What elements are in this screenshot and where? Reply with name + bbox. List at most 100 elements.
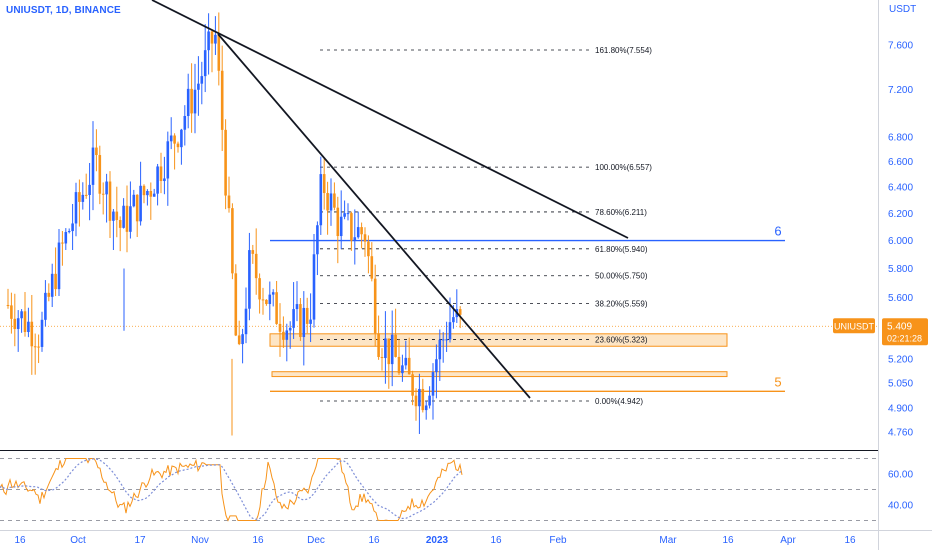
time-tick-label: Dec <box>307 535 325 546</box>
fib-level-label: 61.80%(5.940) <box>595 245 648 254</box>
candle <box>350 211 353 251</box>
candle <box>101 182 105 215</box>
candle-body <box>356 227 360 238</box>
candle-body <box>271 292 275 295</box>
candle-body <box>47 292 51 297</box>
candle <box>370 242 374 282</box>
candle-body <box>50 273 54 297</box>
price-tick-label: 6.600 <box>888 157 913 168</box>
candle-body <box>390 334 394 365</box>
candle <box>285 323 289 362</box>
candle-body <box>220 70 224 130</box>
candle <box>33 333 37 375</box>
time-tick-label: 16 <box>490 535 502 546</box>
candle-body <box>275 292 278 324</box>
candle <box>271 289 275 307</box>
candle-body <box>166 141 170 179</box>
candle <box>234 264 238 337</box>
candle <box>343 200 346 220</box>
candle-body <box>339 216 343 237</box>
candle-body <box>64 232 68 244</box>
candle <box>74 182 78 237</box>
candle-body <box>261 299 265 301</box>
candle <box>50 263 54 308</box>
candle <box>231 203 234 280</box>
candle-body <box>360 227 363 235</box>
candle-body <box>424 405 428 411</box>
candle-body <box>373 278 377 334</box>
candle <box>200 61 204 105</box>
candle-body <box>367 241 370 257</box>
candle-body <box>333 193 336 208</box>
level-label: 5 <box>774 374 781 389</box>
candle-body <box>326 193 329 211</box>
candle-body <box>384 338 387 359</box>
last-price-symbol-bg <box>833 318 875 334</box>
candle-body <box>445 339 448 341</box>
candle <box>254 228 258 295</box>
candle-body <box>234 273 238 336</box>
candle <box>139 161 142 226</box>
last-price-badge <box>833 318 928 346</box>
candle <box>129 181 132 239</box>
candle <box>421 378 425 413</box>
candle-body <box>6 304 10 306</box>
price-tick-label: 7.200 <box>888 85 913 96</box>
candle <box>258 273 261 314</box>
price-axis-unit: USDT <box>889 4 917 15</box>
candle <box>373 264 377 347</box>
fib-level-label: 100.00%(6.557) <box>595 163 652 172</box>
candle <box>71 203 74 251</box>
candle-body <box>159 166 163 182</box>
candle-body <box>295 304 299 310</box>
candle-body <box>397 356 401 374</box>
rsi-tick-label: 40.00 <box>888 501 913 512</box>
candle-body <box>438 339 442 360</box>
candle <box>438 329 442 381</box>
candle <box>64 228 68 250</box>
support-zone <box>271 371 728 378</box>
candle <box>30 294 34 375</box>
candle <box>210 29 214 73</box>
candle <box>132 189 136 208</box>
price-tick-label: 4.900 <box>888 404 913 415</box>
candle <box>135 194 139 238</box>
candle-body <box>363 234 367 242</box>
candle <box>248 232 251 321</box>
fib-level-label: 50.00%(5.750) <box>595 272 648 281</box>
candle-body <box>30 321 34 347</box>
candle-body <box>54 273 57 290</box>
rsi-tick-label: 60.00 <box>888 470 913 481</box>
candle-body <box>418 388 421 407</box>
candle-body <box>231 208 234 274</box>
candle-body <box>27 321 30 333</box>
candle-body <box>244 308 248 335</box>
candle-body <box>404 357 408 366</box>
candle <box>227 176 231 213</box>
candle <box>319 156 323 235</box>
rsi-line <box>0 457 463 522</box>
candle-body <box>353 237 357 241</box>
candle-body <box>282 331 285 340</box>
candle-body <box>197 83 200 90</box>
price-tick-label: 6.200 <box>888 209 913 220</box>
candle <box>159 152 163 194</box>
candle <box>190 63 193 133</box>
candle-body <box>380 356 384 359</box>
candle-body <box>125 205 129 232</box>
time-tick-label: 16 <box>368 535 380 546</box>
candle-body <box>169 135 173 142</box>
candle <box>445 321 448 352</box>
candle-body <box>135 194 139 222</box>
candle-body <box>78 192 81 202</box>
candle <box>404 340 408 370</box>
candle <box>20 309 23 333</box>
candle <box>180 128 183 165</box>
candle-body <box>237 335 241 345</box>
candles <box>6 12 462 434</box>
candle-body <box>251 250 255 254</box>
candle <box>10 292 13 334</box>
candle <box>105 173 108 223</box>
